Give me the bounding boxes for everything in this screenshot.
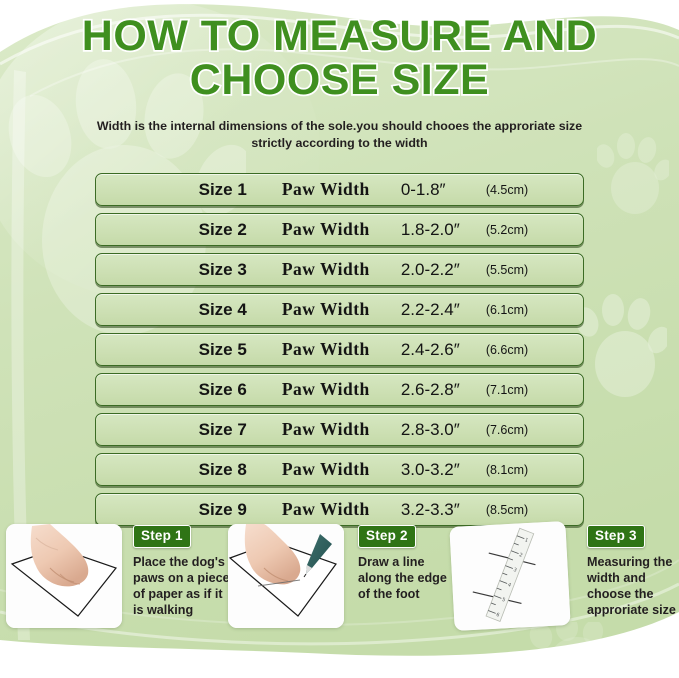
step-2-text: Step 2 Draw a line along the edge of the… <box>358 525 456 602</box>
paw-width-inches: 3.0-3.2″ <box>400 459 460 479</box>
paw-width-cm: (6.6cm) <box>485 342 529 357</box>
paw-width-label: Paw Width <box>281 179 370 199</box>
size-row: Size 4 Paw Width 2.2-2.4″ (6.1cm) <box>95 293 584 326</box>
size-label: Size 1 <box>198 179 247 199</box>
paw-width-inches: 1.8-2.0″ <box>400 219 460 239</box>
subtitle-text: Width is the internal dimensions of the … <box>96 119 583 150</box>
size-label: Size 3 <box>198 259 247 279</box>
paw-width-label: Paw Width <box>281 379 370 399</box>
size-table: Size 1 Paw Width 0-1.8″ (4.5cm) Size 2 Paw Wi… <box>95 173 584 533</box>
paw-width-inches: 2.4-2.6″ <box>400 339 460 359</box>
size-label: Size 9 <box>198 499 247 519</box>
step-3-photo: 1 2 3 4 5 6 <box>449 521 571 631</box>
paw-width-cm: (5.2cm) <box>485 222 529 237</box>
size-label: Size 7 <box>198 419 247 439</box>
paw-width-label: Paw Width <box>281 419 370 439</box>
step-3-description: Measuring the width and choose the appro… <box>587 555 676 617</box>
size-row: Size 1 Paw Width 0-1.8″ (4.5cm) <box>95 173 584 206</box>
paw-width-cm: (7.6cm) <box>485 422 529 437</box>
size-label: Size 6 <box>198 379 247 399</box>
paw-width-inches: 3.2-3.3″ <box>400 499 460 519</box>
step-1-text: Step 1 Place the dog's paws on a piece o… <box>133 525 231 618</box>
paw-width-label: Paw Width <box>281 219 370 239</box>
step-3-text: Step 3 Measuring the width and choose th… <box>587 525 679 618</box>
size-row: Size 8 Paw Width 3.0-3.2″ (8.1cm) <box>95 453 584 486</box>
page-title: HOW TO MEASURE AND CHOOSE SIZE <box>0 12 679 104</box>
paw-width-cm: (4.5cm) <box>485 182 529 197</box>
paw-width-cm: (6.1cm) <box>485 302 529 317</box>
svg-text:6: 6 <box>495 612 500 619</box>
paw-width-label: Paw Width <box>281 499 370 519</box>
paw-width-cm: (7.1cm) <box>485 382 529 397</box>
svg-text:1: 1 <box>524 537 529 544</box>
size-label: Size 5 <box>198 339 247 359</box>
step-1-description: Place the dog's paws on a piece of paper… <box>133 555 230 617</box>
step-2-description: Draw a line along the edge of the foot <box>358 555 447 601</box>
size-row: Size 2 Paw Width 1.8-2.0″ (5.2cm) <box>95 213 584 246</box>
paw-width-cm: (8.5cm) <box>485 502 529 517</box>
step-1-photo <box>6 524 122 628</box>
paw-width-inches: 2.8-3.0″ <box>400 419 460 439</box>
size-row: Size 5 Paw Width 2.4-2.6″ (6.6cm) <box>95 333 584 366</box>
size-row: Size 6 Paw Width 2.6-2.8″ (7.1cm) <box>95 373 584 406</box>
paw-width-label: Paw Width <box>281 259 370 279</box>
svg-text:5: 5 <box>501 597 506 604</box>
svg-text:4: 4 <box>507 582 512 589</box>
paw-width-inches: 2.6-2.8″ <box>400 379 460 399</box>
paw-width-label: Paw Width <box>281 299 370 319</box>
step-2-badge: Step 2 <box>358 525 416 548</box>
title-line-1: HOW TO MEASURE AND <box>80 12 598 60</box>
size-row: Size 3 Paw Width 2.0-2.2″ (5.5cm) <box>95 253 584 286</box>
size-row: Size 9 Paw Width 3.2-3.3″ (8.5cm) <box>95 493 584 526</box>
paw-width-cm: (5.5cm) <box>485 262 529 277</box>
title-line-2: CHOOSE SIZE <box>188 56 490 104</box>
svg-text:2: 2 <box>518 552 523 559</box>
paw-width-cm: (8.1cm) <box>485 462 529 477</box>
paw-width-label: Paw Width <box>281 339 370 359</box>
paw-width-inches: 2.2-2.4″ <box>400 299 460 319</box>
step-2-photo <box>228 524 344 628</box>
paw-width-label: Paw Width <box>281 459 370 479</box>
size-label: Size 2 <box>198 219 247 239</box>
size-label: Size 4 <box>198 299 247 319</box>
size-row: Size 7 Paw Width 2.8-3.0″ (7.6cm) <box>95 413 584 446</box>
paw-width-inches: 0-1.8″ <box>400 179 446 199</box>
paw-width-inches: 2.0-2.2″ <box>400 259 460 279</box>
svg-text:3: 3 <box>512 567 517 574</box>
step-1-badge: Step 1 <box>133 525 191 548</box>
steps-section: Step 1 Place the dog's paws on a piece o… <box>0 519 679 678</box>
size-label: Size 8 <box>198 459 247 479</box>
step-3-badge: Step 3 <box>587 525 645 548</box>
